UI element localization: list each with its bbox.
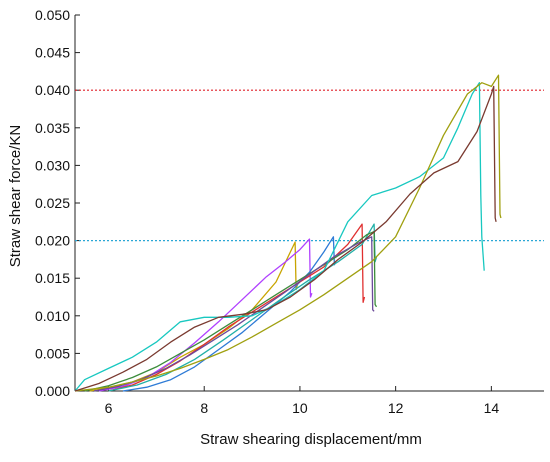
x-tick-label: 12	[388, 400, 404, 416]
y-tick-label: 0.030	[35, 157, 70, 173]
series-line-6	[84, 230, 378, 392]
y-axis-title: Straw shear force/KN	[7, 125, 24, 268]
y-tick-label: 0.035	[35, 120, 70, 136]
x-tick-label: 14	[484, 400, 500, 416]
y-tick-label: 0.000	[35, 383, 70, 399]
series-line-3	[122, 236, 337, 392]
y-tick-label: 0.045	[35, 45, 70, 61]
x-axis-title: Straw shearing displacement/mm	[200, 431, 422, 448]
y-tick-label: 0.025	[35, 195, 70, 211]
x-tick-label: 6	[105, 400, 113, 416]
x-tick-label: 8	[200, 400, 208, 416]
series-line-7	[93, 236, 375, 392]
series-line-5	[108, 223, 378, 392]
y-tick-label: 0.005	[35, 345, 70, 361]
series-line-8	[74, 82, 485, 392]
y-tick-label: 0.015	[35, 270, 70, 286]
x-tick-label: 10	[292, 400, 308, 416]
series-line-9	[74, 74, 502, 392]
y-tick-label: 0.010	[35, 308, 70, 324]
series-line-4	[108, 223, 366, 392]
series-line-10	[74, 85, 497, 392]
y-tick-label: 0.050	[35, 7, 70, 23]
y-tick-label: 0.040	[35, 82, 70, 98]
series-line-1	[89, 241, 299, 392]
y-tick-label: 0.020	[35, 233, 70, 249]
